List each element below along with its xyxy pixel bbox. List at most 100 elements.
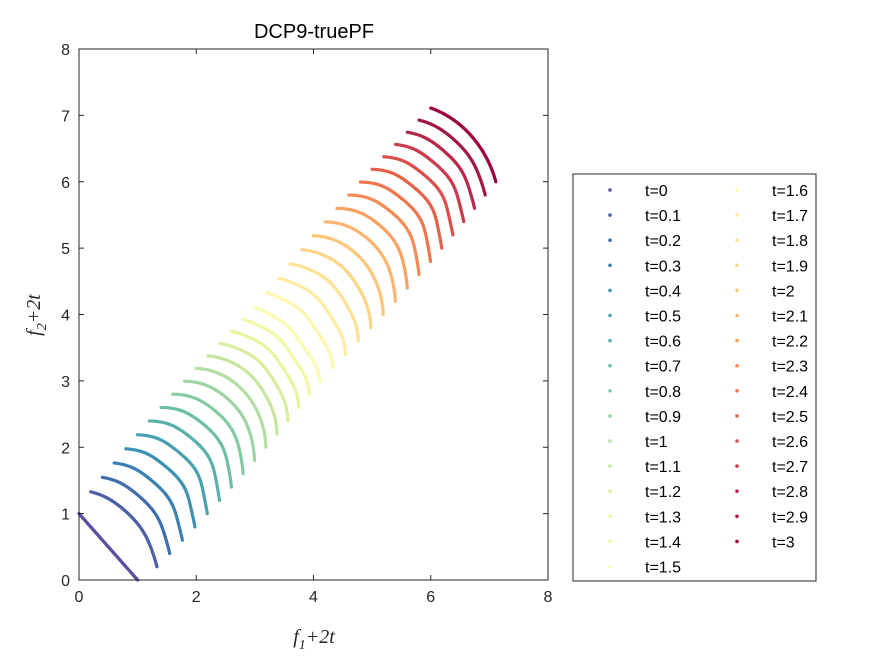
legend-item: t=2.9 [735, 509, 808, 526]
y-tick-label: 3 [61, 374, 70, 391]
legend-marker [608, 263, 612, 268]
legend-marker [735, 489, 739, 494]
series-t=2.9 [417, 118, 487, 197]
legend-label: t=3 [772, 534, 795, 551]
legend-label: t=0.2 [645, 233, 681, 250]
series-t=1.2 [218, 341, 290, 423]
series-t=1.1 [206, 354, 279, 436]
legend-item: t=1.2 [608, 484, 681, 501]
legend-marker [608, 238, 612, 242]
legend-item: t=2.2 [735, 334, 808, 351]
legend-label: t=0.5 [645, 309, 681, 326]
data-point [343, 352, 348, 356]
series-t=0.2 [100, 475, 172, 556]
data-point [472, 206, 477, 210]
legend-label: t=0.1 [645, 208, 681, 225]
x-tick-label: 2 [192, 589, 201, 606]
series-t=2.7 [393, 142, 466, 224]
legend-label: t=0 [645, 183, 668, 200]
legend-marker [735, 288, 739, 293]
data-point [462, 219, 466, 224]
series-t=1.4 [241, 317, 311, 396]
legend-item: t=2.3 [735, 359, 808, 376]
legend-label: t=2.8 [772, 484, 808, 501]
x-axis-label: f1+2t [293, 626, 335, 653]
data-point [286, 419, 290, 423]
y-tick-label: 2 [61, 440, 70, 457]
legend-label: t=1.2 [645, 484, 681, 501]
legend-item: t=0 [608, 183, 668, 200]
data-point [369, 326, 373, 330]
series-t=0.1 [89, 490, 159, 569]
legend-label: t=2.6 [772, 434, 808, 451]
legend-marker [735, 539, 739, 544]
legend-marker [608, 539, 612, 544]
legend-label: t=1.1 [645, 459, 681, 476]
legend-label: t=2.7 [772, 459, 808, 476]
series-t=2.5 [370, 167, 444, 250]
series-t=0.8 [171, 392, 245, 476]
legend-item: t=2.6 [735, 434, 808, 451]
legend-item: t=0.3 [608, 258, 681, 275]
legend-label: t=0.6 [645, 334, 681, 351]
y-tick-label: 1 [61, 507, 70, 524]
legend-item: t=1.1 [608, 459, 681, 476]
data-point [331, 366, 335, 370]
data-point [405, 286, 409, 290]
legend-marker [608, 288, 612, 293]
legend-box [572, 173, 817, 582]
series-t=1 [194, 366, 268, 449]
data-point [205, 512, 209, 516]
legend-marker [735, 338, 739, 343]
x-tick-label: 8 [544, 589, 553, 606]
y-axis-label-rest: +2t [23, 294, 45, 323]
series-t=0.4 [124, 447, 197, 529]
legend-item: t=2.1 [735, 309, 808, 326]
legend-marker [735, 389, 739, 393]
data-point [193, 525, 197, 529]
legend-label: t=1.4 [645, 534, 681, 551]
series-t=1.5 [253, 305, 322, 383]
legend-item: t=2.4 [735, 384, 808, 401]
data-point [297, 405, 301, 410]
legend-item: t=1.7 [735, 208, 808, 225]
x-axis-label-rest: +2t [306, 626, 335, 648]
series-t=2.2 [335, 206, 409, 290]
legend-item: t=1.3 [608, 509, 681, 526]
y-tick-label: 8 [61, 42, 70, 59]
legend-marker [735, 439, 739, 443]
legend-marker [608, 439, 612, 443]
legend-marker [735, 464, 739, 468]
legend-label: t=0.8 [645, 384, 681, 401]
legend-label: t=1.8 [772, 233, 808, 250]
legend-marker [735, 188, 739, 192]
y-axis-ticks: 0 1 2 3 4 5 6 7 8 [61, 42, 548, 590]
series-t=0.6 [147, 419, 222, 502]
legend-marker [735, 514, 739, 519]
series-t=2.6 [382, 155, 455, 237]
legend-marker [608, 313, 612, 318]
legend-label: t=2.9 [772, 509, 808, 526]
legend-label: t=2 [772, 283, 795, 300]
data-point [155, 565, 159, 569]
series-t=1.6 [265, 291, 335, 370]
data-point [428, 259, 433, 263]
data-point [494, 180, 498, 184]
series-t=1.7 [276, 276, 348, 356]
data-point [318, 379, 322, 383]
y-tick-label: 6 [61, 175, 70, 192]
legend-marker [608, 564, 612, 569]
data-point [356, 339, 360, 343]
plot-background [79, 49, 548, 580]
legend-item: t=0.8 [608, 384, 681, 401]
legend-item: t=1.6 [735, 183, 808, 200]
chart-title: DCP9-truePF [254, 21, 374, 43]
legend-label: t=2.3 [772, 359, 808, 376]
x-tick-label: 4 [309, 589, 318, 606]
series-t=0 [77, 512, 140, 582]
series-t=0.3 [112, 461, 184, 542]
legend-label: t=1 [645, 434, 668, 451]
legend-label: t=2.5 [772, 409, 808, 426]
legend-item: t=0.1 [608, 208, 681, 225]
